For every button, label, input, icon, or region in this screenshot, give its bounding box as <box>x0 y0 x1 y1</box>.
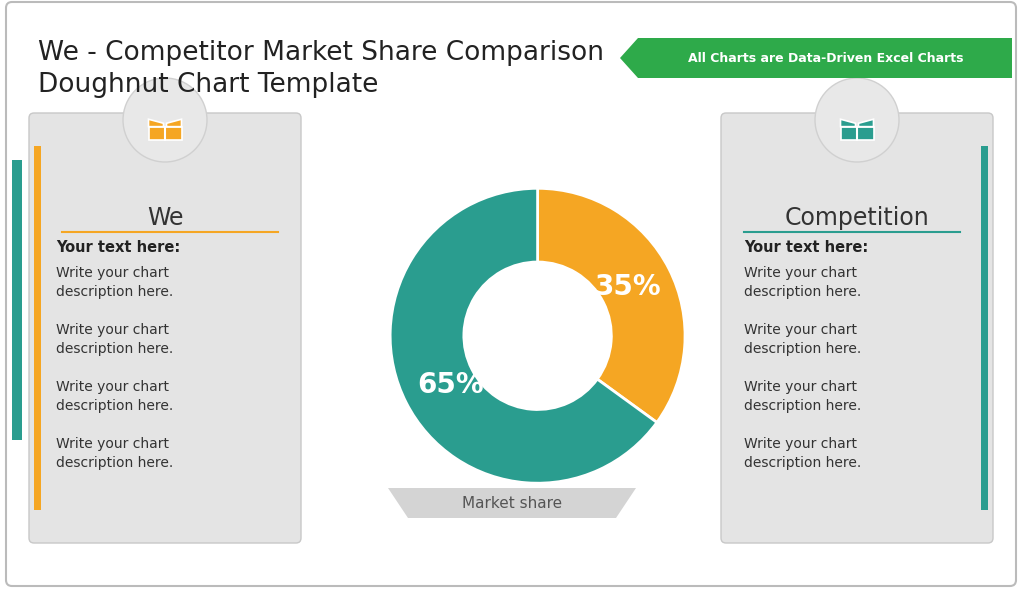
Text: Your text here:: Your text here: <box>56 240 180 255</box>
Text: 65%: 65% <box>417 371 484 398</box>
Circle shape <box>464 262 611 410</box>
Text: Competition: Competition <box>784 206 930 230</box>
Text: Write your chart
description here.: Write your chart description here. <box>56 437 173 470</box>
FancyBboxPatch shape <box>12 160 22 440</box>
Circle shape <box>123 78 207 162</box>
Polygon shape <box>620 38 1012 78</box>
Text: Write your chart
description here.: Write your chart description here. <box>744 323 861 356</box>
Text: Write your chart
description here.: Write your chart description here. <box>56 266 173 299</box>
Circle shape <box>815 78 899 162</box>
FancyBboxPatch shape <box>34 146 41 510</box>
Polygon shape <box>167 119 181 126</box>
Polygon shape <box>388 488 636 518</box>
Polygon shape <box>841 119 855 126</box>
Text: Write your chart
description here.: Write your chart description here. <box>744 380 861 413</box>
Text: 35%: 35% <box>594 273 660 301</box>
FancyBboxPatch shape <box>29 113 301 543</box>
Text: Doughnut Chart Template: Doughnut Chart Template <box>38 72 379 98</box>
Text: All Charts are Data-Driven Excel Charts: All Charts are Data-Driven Excel Charts <box>688 51 964 64</box>
Text: We - Competitor Market Share Comparison: We - Competitor Market Share Comparison <box>38 40 604 66</box>
FancyBboxPatch shape <box>148 126 181 140</box>
Polygon shape <box>858 119 873 126</box>
Text: Write your chart
description here.: Write your chart description here. <box>56 323 173 356</box>
Polygon shape <box>148 119 164 126</box>
Text: We: We <box>146 206 183 230</box>
FancyBboxPatch shape <box>981 146 988 510</box>
FancyBboxPatch shape <box>721 113 993 543</box>
Wedge shape <box>390 189 656 483</box>
Text: Write your chart
description here.: Write your chart description here. <box>744 266 861 299</box>
Text: Market share: Market share <box>462 495 562 511</box>
FancyBboxPatch shape <box>6 2 1016 586</box>
Wedge shape <box>538 189 685 423</box>
Text: Write your chart
description here.: Write your chart description here. <box>56 380 173 413</box>
Text: Your text here:: Your text here: <box>744 240 868 255</box>
Text: Write your chart
description here.: Write your chart description here. <box>744 437 861 470</box>
FancyBboxPatch shape <box>841 126 873 140</box>
